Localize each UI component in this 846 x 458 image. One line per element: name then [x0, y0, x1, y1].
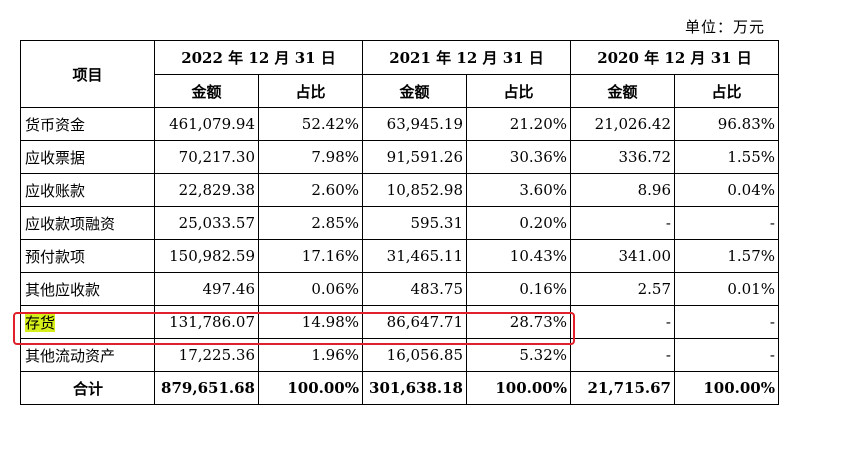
- header-period-2020: 2020 年 12 月 31 日: [570, 40, 779, 75]
- row-label: 预付款项: [20, 239, 155, 273]
- total-label: 合计: [20, 371, 155, 405]
- row-label: 其他应收款: [20, 272, 155, 306]
- total-value: 100.00%: [674, 371, 779, 405]
- highlight-mark: 存货: [25, 313, 56, 332]
- cell-value: 86,647.71: [362, 305, 467, 339]
- cell-value: 21.20%: [466, 107, 571, 141]
- table-row: 应收款项融资 25,033.57 2.85% 595.31 0.20% - -: [20, 206, 779, 240]
- cell-value: 497.46: [154, 272, 259, 306]
- cell-value: 14.98%: [258, 305, 363, 339]
- cell-value: 1.96%: [258, 338, 363, 372]
- total-value: 21,715.67: [570, 371, 675, 405]
- cell-value: 25,033.57: [154, 206, 259, 240]
- header-period-2022: 2022 年 12 月 31 日: [154, 40, 363, 75]
- unit-label: 单位：万元: [685, 18, 766, 36]
- cell-value: -: [674, 338, 779, 372]
- total-value: 301,638.18: [362, 371, 467, 405]
- header-amount: 金额: [570, 74, 675, 108]
- row-label: 货币资金: [20, 107, 155, 141]
- cell-value: 21,026.42: [570, 107, 675, 141]
- cell-value: 2.85%: [258, 206, 363, 240]
- cell-value: 70,217.30: [154, 140, 259, 174]
- cell-value: 1.55%: [674, 140, 779, 174]
- cell-value: 91,591.26: [362, 140, 467, 174]
- table-row: 应收账款 22,829.38 2.60% 10,852.98 3.60% 8.9…: [20, 173, 779, 207]
- cell-value: -: [674, 305, 779, 339]
- cell-value: 96.83%: [674, 107, 779, 141]
- cell-value: 3.60%: [466, 173, 571, 207]
- header-ratio: 占比: [258, 74, 363, 108]
- table-row: 货币资金 461,079.94 52.42% 63,945.19 21.20% …: [20, 107, 779, 141]
- cell-value: 0.01%: [674, 272, 779, 306]
- header-ratio: 占比: [466, 74, 571, 108]
- cell-value: 17.16%: [258, 239, 363, 273]
- cell-value: -: [570, 206, 675, 240]
- cell-value: -: [674, 206, 779, 240]
- header-ratio: 占比: [674, 74, 779, 108]
- cell-value: 8.96: [570, 173, 675, 207]
- cell-value: 52.42%: [258, 107, 363, 141]
- cell-value: -: [570, 338, 675, 372]
- cell-value: 17,225.36: [154, 338, 259, 372]
- cell-value: 28.73%: [466, 305, 571, 339]
- cell-value: 483.75: [362, 272, 467, 306]
- row-label: 其他流动资产: [20, 338, 155, 372]
- cell-value: 336.72: [570, 140, 675, 174]
- row-label: 应收账款: [20, 173, 155, 207]
- total-value: 879,651.68: [154, 371, 259, 405]
- cell-value: 0.16%: [466, 272, 571, 306]
- cell-value: 30.36%: [466, 140, 571, 174]
- total-value: 100.00%: [258, 371, 363, 405]
- cell-value: 1.57%: [674, 239, 779, 273]
- header-period-2021: 2021 年 12 月 31 日: [362, 40, 571, 75]
- row-label: 应收款项融资: [20, 206, 155, 240]
- table-row: 其他应收款 497.46 0.06% 483.75 0.16% 2.57 0.0…: [20, 272, 779, 306]
- cell-value: 10,852.98: [362, 173, 467, 207]
- cell-value: 595.31: [362, 206, 467, 240]
- total-value: 100.00%: [466, 371, 571, 405]
- cell-value: 0.20%: [466, 206, 571, 240]
- cell-value: 31,465.11: [362, 239, 467, 273]
- table-row: 预付款项 150,982.59 17.16% 31,465.11 10.43% …: [20, 239, 779, 273]
- cell-value: 2.57: [570, 272, 675, 306]
- cell-value: 7.98%: [258, 140, 363, 174]
- cell-value: 150,982.59: [154, 239, 259, 273]
- cell-value: 0.06%: [258, 272, 363, 306]
- cell-value: 341.00: [570, 239, 675, 273]
- cell-value: 5.32%: [466, 338, 571, 372]
- cell-value: 0.04%: [674, 173, 779, 207]
- header-amount: 金额: [362, 74, 467, 108]
- table-row-highlighted: 存货 131,786.07 14.98% 86,647.71 28.73% - …: [20, 305, 779, 339]
- balance-table: 项目 2022 年 12 月 31 日 2021 年 12 月 31 日 202…: [20, 40, 779, 405]
- row-label-highlighted: 存货: [20, 305, 155, 339]
- cell-value: 2.60%: [258, 173, 363, 207]
- header-amount: 金额: [154, 74, 259, 108]
- cell-value: 22,829.38: [154, 173, 259, 207]
- row-label: 应收票据: [20, 140, 155, 174]
- cell-value: 461,079.94: [154, 107, 259, 141]
- table-row-total: 合计 879,651.68 100.00% 301,638.18 100.00%…: [20, 371, 779, 405]
- cell-value: 10.43%: [466, 239, 571, 273]
- cell-value: -: [570, 305, 675, 339]
- table-row: 应收票据 70,217.30 7.98% 91,591.26 30.36% 33…: [20, 140, 779, 174]
- table-row: 其他流动资产 17,225.36 1.96% 16,056.85 5.32% -…: [20, 338, 779, 372]
- header-item: 项目: [20, 40, 155, 108]
- cell-value: 63,945.19: [362, 107, 467, 141]
- cell-value: 131,786.07: [154, 305, 259, 339]
- cell-value: 16,056.85: [362, 338, 467, 372]
